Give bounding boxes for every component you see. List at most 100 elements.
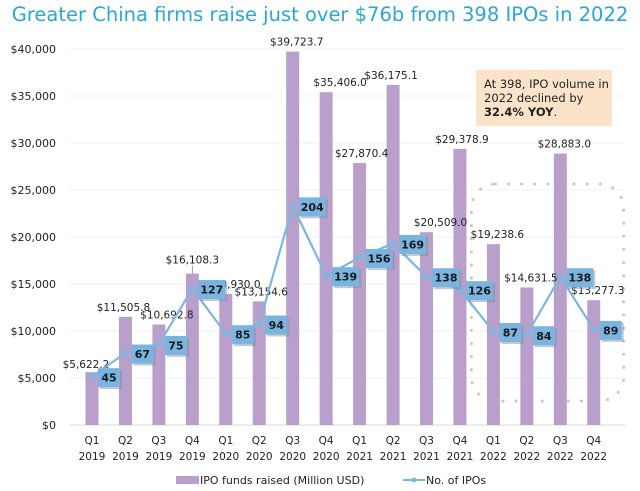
bar (286, 51, 300, 425)
x-tick-year: 2019 (79, 451, 106, 463)
annotation-line-2: 2022 declined by (484, 91, 584, 105)
point-label: 67 (135, 348, 150, 361)
bar-value-label: $28,883.0 (538, 138, 591, 150)
ipo-count-point (523, 331, 530, 338)
x-axis: Q1 2019 Q2 2019 Q3 2019 Q4 2019 Q1 2020 Q2 2020 Q3 20… (79, 435, 607, 463)
bar (386, 84, 400, 425)
y-tick-label: $20,000 (11, 231, 57, 244)
point-label: 127 (200, 284, 223, 297)
x-tick-quarter: Q1 (352, 435, 367, 447)
x-tick-year: 2021 (380, 451, 407, 463)
point-label-box (298, 197, 326, 217)
ipo-count-point (557, 273, 564, 280)
x-tick-year: 2021 (447, 451, 474, 463)
x-tick-quarter: Q1 (486, 435, 501, 447)
bar-value-label: $39,723.7 (270, 37, 323, 49)
x-tick-quarter: Q2 (118, 435, 133, 447)
x-tick-quarter: Q2 (386, 435, 401, 447)
x-tick-quarter: Q4 (586, 435, 601, 447)
legend: IPO funds raised (Million USD) No. of IP… (176, 474, 486, 487)
x-tick-quarter: Q3 (419, 435, 434, 447)
point-label: 84 (536, 330, 552, 343)
bar-value-label: $13,154.6 (235, 286, 289, 298)
bar (185, 273, 199, 425)
ipo-count-point (456, 286, 463, 293)
x-tick-quarter: Q4 (319, 435, 334, 447)
ipo-count-point (222, 330, 229, 337)
x-tick-quarter: Q1 (218, 435, 233, 447)
ipo-count-point (256, 321, 263, 328)
highlight-dotted-border (469, 182, 626, 403)
ipo-count-point (155, 341, 162, 348)
y-axis: $0 $5,000 $10,000 $15,000 $20,000 $25,000 $30,… (11, 43, 57, 432)
ipo-count-point (122, 350, 129, 357)
point-label-box (198, 280, 226, 300)
point-label-box (499, 323, 522, 343)
x-tick-year: 2022 (480, 451, 507, 463)
point-label: 89 (603, 324, 618, 337)
annotation-line-1: At 398, IPO volume in (484, 77, 609, 91)
point-label-box (231, 325, 254, 345)
annotation-line-3: 32.4% YOY. (484, 105, 557, 119)
bar-value-label: $10,692.8 (140, 309, 193, 321)
point-label-box (399, 234, 427, 254)
point-label: 139 (334, 271, 357, 284)
bar (587, 300, 601, 425)
bar-value-label: $5,622.2 (63, 359, 110, 371)
ipo-count-point (590, 326, 597, 333)
x-tick-year: 2019 (179, 451, 206, 463)
y-tick-label: $35,000 (11, 90, 57, 103)
bar (319, 92, 333, 426)
point-label: 75 (168, 339, 183, 352)
point-label-box (265, 315, 288, 335)
line-series: 45 67 75 127 85 94 204 139 156 169 138 126 87 84 138 89 (89, 197, 624, 390)
annotation-background (476, 70, 612, 126)
bar-value-label: $16,108.3 (166, 255, 219, 267)
chart-title: Greater China firms raise just over $76b… (12, 3, 629, 26)
bar-value-label: $19,238.6 (471, 229, 525, 241)
point-label-box (164, 335, 187, 355)
point-label: 138 (568, 272, 591, 285)
legend-swatch-bars (176, 476, 199, 484)
annotation-box: At 398, IPO volume in 2022 declined by 3… (476, 70, 612, 126)
x-tick-quarter: Q3 (553, 435, 568, 447)
point-label-box (432, 268, 460, 288)
x-tick-year: 2020 (246, 451, 273, 463)
y-tick-label: $5,000 (18, 372, 57, 385)
x-tick-quarter: Q2 (519, 435, 534, 447)
point-label: 126 (468, 285, 491, 298)
bar-value-label: $11,505.8 (97, 302, 150, 314)
point-label: 169 (401, 238, 424, 251)
x-tick-year: 2019 (112, 451, 139, 463)
y-tick-label: $15,000 (11, 278, 57, 291)
point-label: 138 (435, 272, 458, 285)
point-label-box (365, 248, 393, 268)
bar (353, 163, 367, 425)
bar-labels: $5,622.2$11,505.8$10,692.8$16,108.3$13,9… (63, 37, 625, 372)
bar (85, 372, 99, 425)
ipo-count-point (390, 240, 397, 247)
bar-series (85, 51, 601, 426)
bar (252, 301, 266, 425)
annotation-emphasis: 32.4% YOY (484, 105, 554, 119)
y-tick-label: $10,000 (11, 325, 57, 338)
point-label-box (98, 368, 120, 388)
x-tick-year: 2021 (413, 451, 440, 463)
x-tick-quarter: Q3 (151, 435, 166, 447)
point-label: 156 (368, 252, 391, 265)
ipo-count-point (323, 272, 330, 279)
ipo-count-point (89, 373, 95, 380)
bar (420, 232, 433, 425)
highlight-2022-box (469, 182, 626, 403)
bar-value-label: $29,378.9 (435, 134, 488, 146)
bar-value-label: $27,870.4 (335, 148, 389, 160)
bar (219, 294, 233, 425)
ipo-count-point (423, 273, 430, 280)
bar (486, 244, 500, 425)
x-tick-quarter: Q4 (185, 435, 200, 447)
point-label: 94 (269, 319, 285, 332)
bar-value-label: $14,631.5 (504, 272, 557, 284)
point-label: 45 (101, 372, 116, 385)
annotation-tail: . (554, 105, 558, 119)
